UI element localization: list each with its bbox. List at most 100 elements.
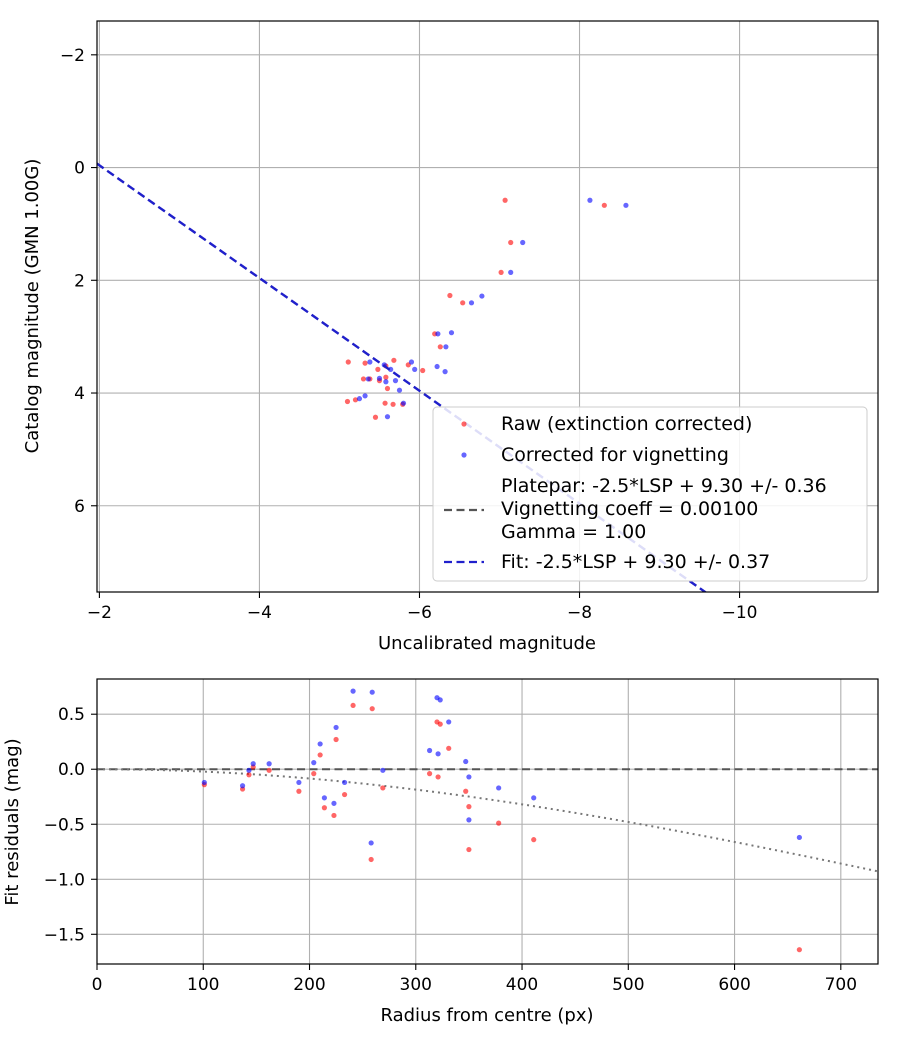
raw-point [311,771,317,777]
x-tick-label: 200 [293,975,325,995]
raw-point [321,805,327,811]
corrected-point [376,375,383,381]
x-tick-label: −4 [247,603,272,623]
bottom-x-axis-label: Radius from centre (px) [380,1005,593,1026]
corrected-point [296,779,302,786]
bottom-vignetting-curve [96,768,879,873]
corrected-point [365,376,371,382]
corrected-point [443,344,449,350]
raw-point [496,820,502,826]
raw-point [447,292,453,299]
corrected-point [317,741,323,747]
bottom-panel: 0 100 200 300 400 500 600 700 0.5 0.0 −0.5 −1.0 −1.… [2,678,879,1026]
top-y-axis-label: Catalog magnitude (GMN 1.00G) [22,159,43,454]
raw-point [372,414,379,420]
corrected-point [356,396,363,402]
corrected-point [496,785,502,791]
corrected-point [383,379,389,385]
corrected-point [434,363,440,370]
raw-point [331,812,337,819]
corrected-point [266,761,272,767]
raw-point [502,197,508,203]
raw-point [466,804,472,810]
raw-point [796,947,802,953]
corrected-point [426,747,433,754]
legend-marker-corrected [461,452,467,458]
raw-point [390,401,396,407]
bottom-x-ticks: 0 100 200 300 400 500 600 700 [92,964,857,995]
raw-point [368,856,374,863]
raw-point [266,767,272,773]
top-x-ticks: −2 −4 −6 −8 −10 [87,592,758,623]
x-tick-label: −6 [407,603,432,623]
raw-point [383,374,389,380]
legend-entry-fit: Fit: -2.5*LSP + 9.30 +/- 0.37 [501,551,770,573]
corrected-point [408,359,415,365]
corrected-point [468,300,475,306]
corrected-point [239,783,246,789]
legend-entry-platepar: Platepar: -2.5*LSP + 9.30 +/- 0.36 [501,475,827,497]
y-tick-label: −2 [60,46,85,66]
bottom-plot-background [97,679,878,964]
y-tick-label: −0.5 [44,815,85,835]
corrected-point [201,779,207,786]
corrected-point [369,689,375,695]
top-y-ticks: −2 0 2 4 6 [60,46,97,517]
x-tick-label: 400 [506,975,538,995]
corrected-point [412,366,418,372]
corrected-point [463,758,469,765]
raw-point [317,752,323,758]
top-legend: Raw (extinction corrected) Corrected for… [432,406,868,582]
x-tick-label: 300 [400,975,432,995]
corrected-point [246,767,252,773]
corrected-point [796,834,802,841]
y-tick-label: −1.0 [44,870,85,890]
raw-point [350,702,356,709]
raw-point [360,376,367,382]
bottom-points [201,688,802,953]
corrected-point [384,414,391,420]
corrected-point [396,387,403,393]
corrected-point [380,767,386,773]
raw-point [531,837,537,843]
raw-point [344,398,351,405]
corrected-point [321,795,327,801]
corrected-point [368,840,374,846]
raw-point [466,846,472,853]
raw-point [463,788,469,794]
corrected-point [350,688,356,694]
corrected-point [520,239,526,246]
x-tick-label: 600 [718,975,750,995]
y-tick-label: −1.5 [44,925,85,945]
raw-point [246,772,252,778]
legend-entry-gamma: Gamma = 1.00 [501,521,646,543]
raw-point [498,269,504,275]
corrected-point [587,197,593,203]
corrected-point [466,817,472,823]
raw-point [352,397,359,403]
y-tick-label: 0 [74,159,85,179]
top-panel: −2 −4 −6 −8 −10 −2 0 2 4 6 Uncalibrated magnitud… [22,20,879,654]
x-tick-label: 0 [92,975,103,995]
corrected-point [367,359,373,365]
corrected-point [392,378,399,384]
corrected-point [331,800,337,806]
raw-point [508,239,514,246]
legend-entry-vignetting: Vignetting coeff = 0.00100 [501,498,758,520]
raw-point [435,774,441,780]
raw-point [333,736,339,743]
raw-point [362,360,368,366]
corrected-point [400,400,407,406]
corrected-point [446,719,452,725]
bottom-y-axis-label: Fit residuals (mag) [2,738,23,905]
top-plot-frame [96,20,879,593]
raw-point [460,300,466,306]
x-tick-label: −10 [722,603,758,623]
corrected-point [362,393,368,399]
corrected-point [531,795,537,801]
raw-point [384,385,391,392]
y-tick-label: 0.0 [58,760,85,780]
corrected-point [435,331,441,337]
corrected-point [623,202,629,208]
